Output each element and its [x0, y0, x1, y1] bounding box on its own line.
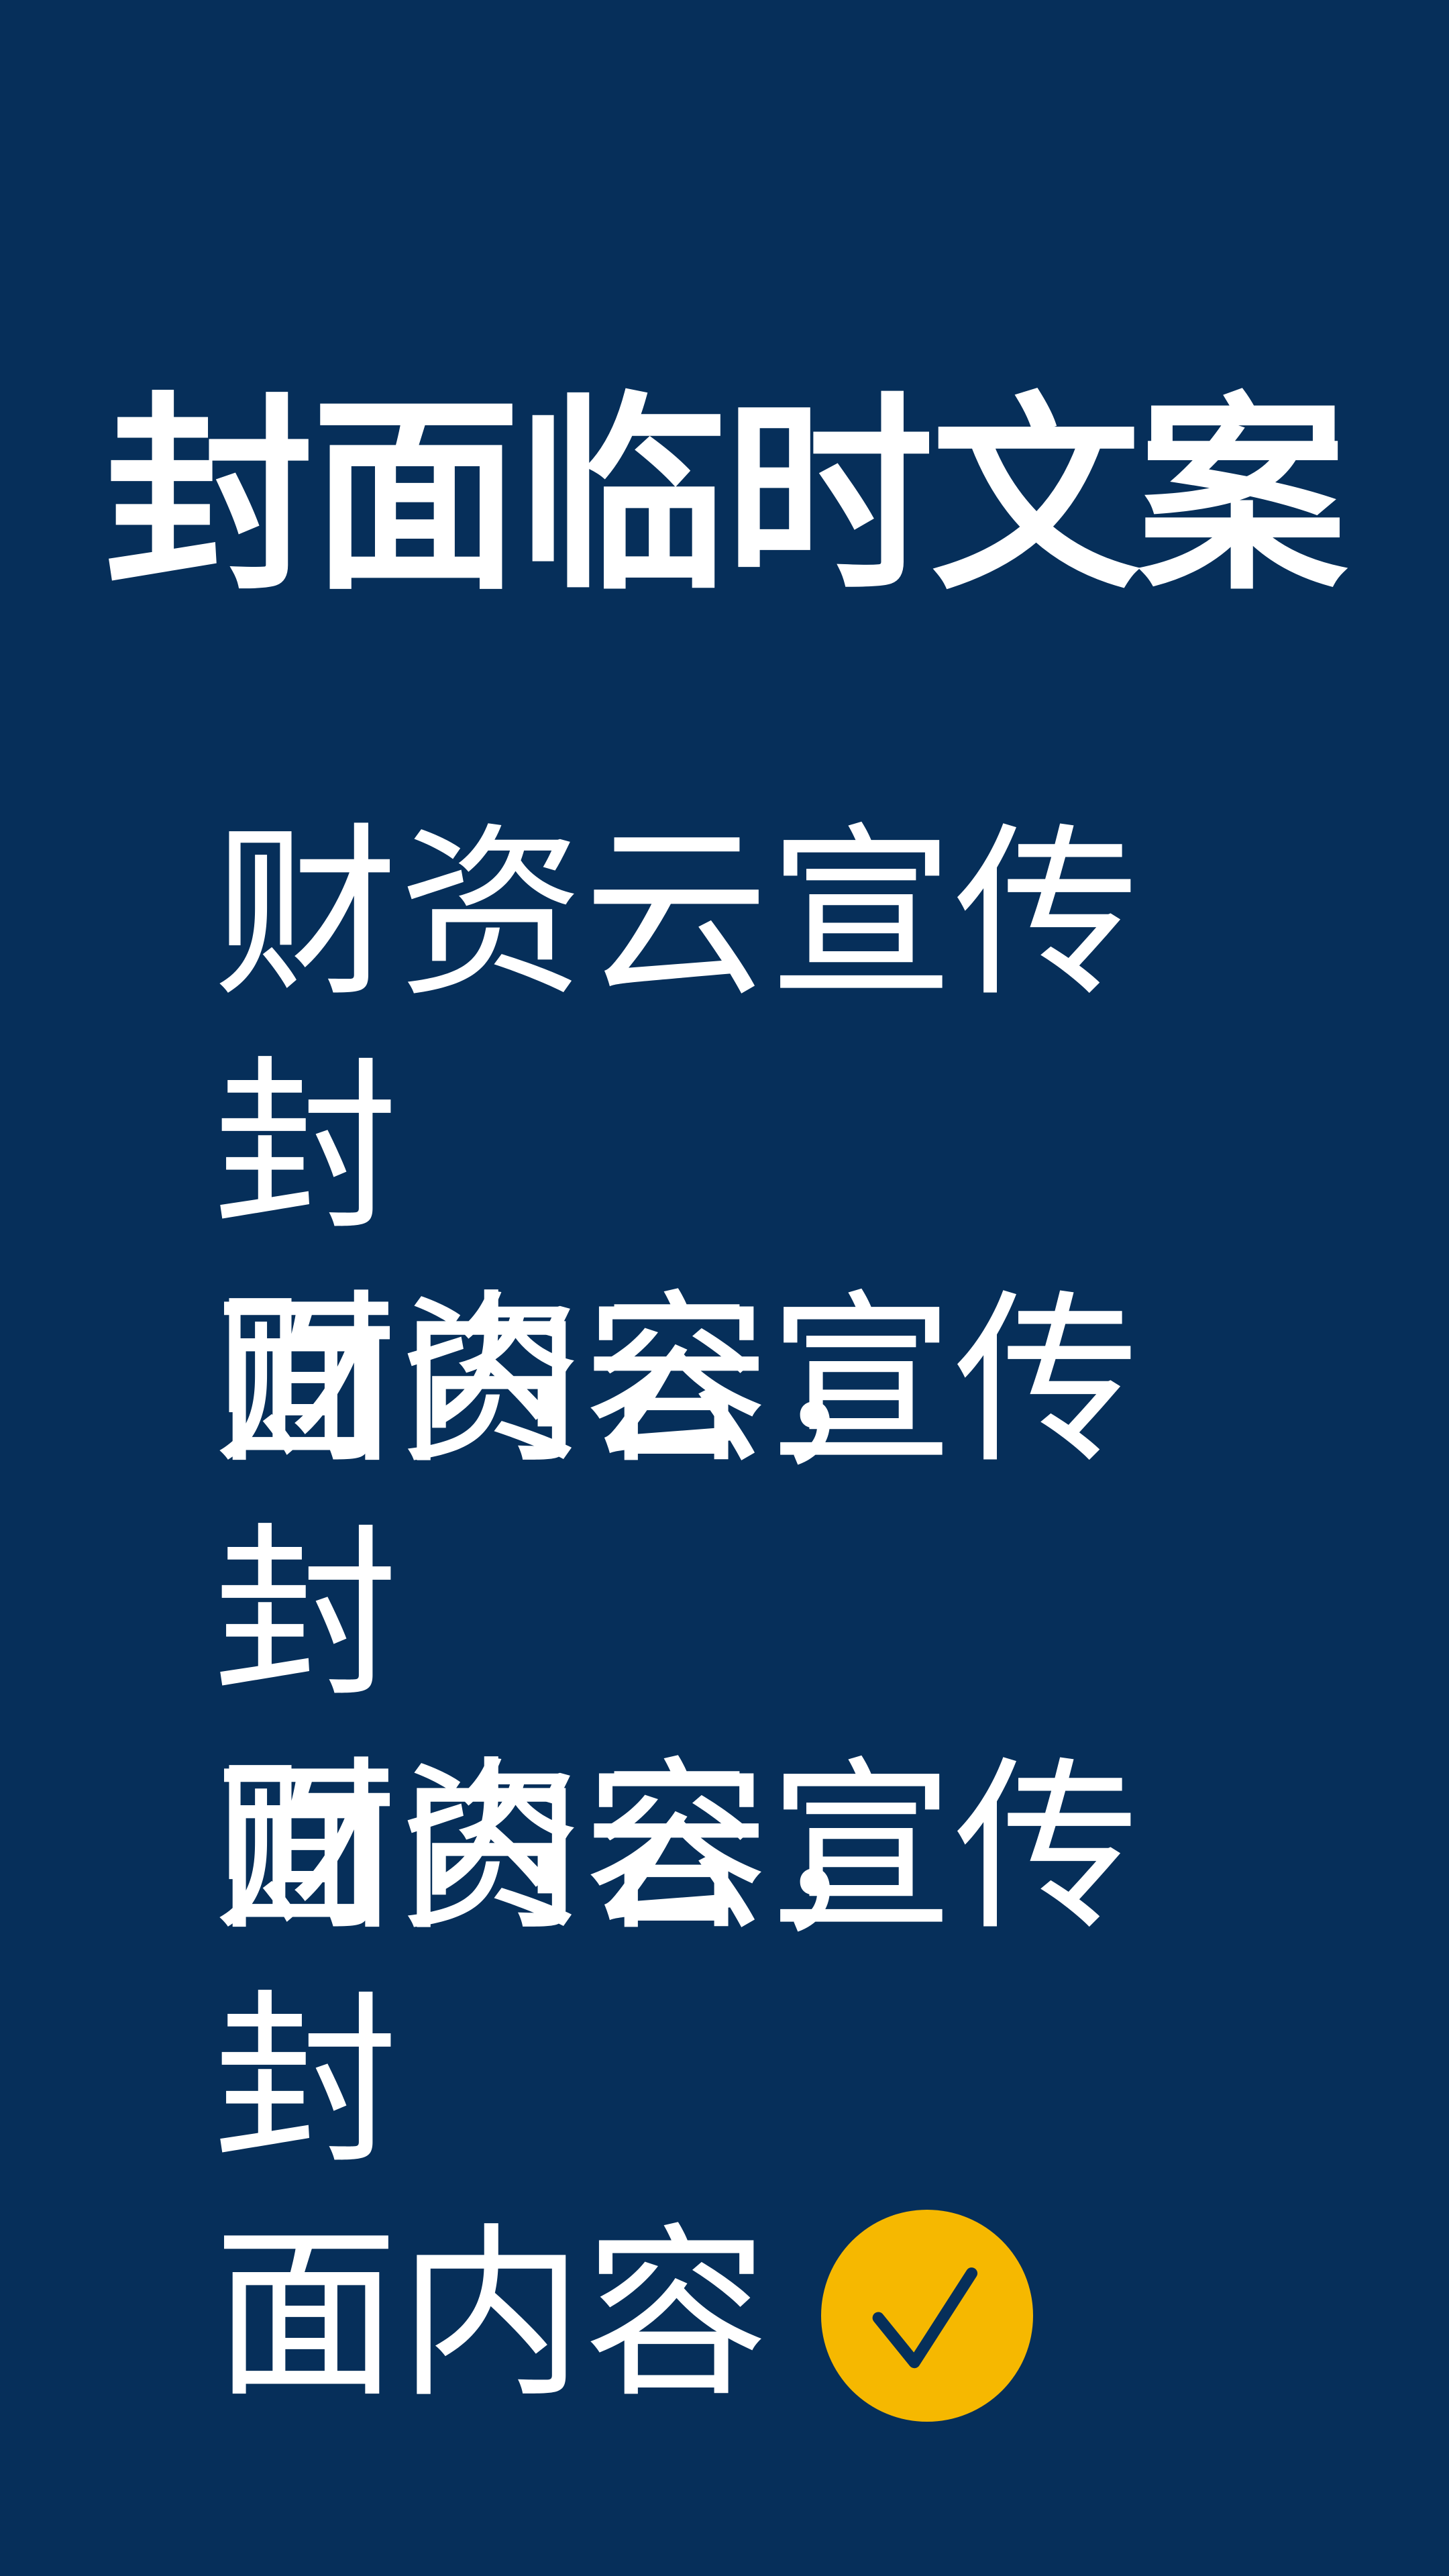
- check-circle-icon: [821, 2210, 1033, 2422]
- cover-body: 财资云宣传封 面内容， 财资云宣传封 面内容， 财资云宣传封 面内容: [213, 798, 1287, 2432]
- cover-title: 封面临时文案: [105, 374, 1347, 619]
- paragraph-3: 财资云宣传封 面内容: [213, 1732, 1287, 2432]
- paragraph-2-line-2: 面内容，: [213, 1741, 954, 1956]
- paragraph-3-line-1: 财资云宣传封: [213, 1741, 1139, 2190]
- paragraph-3-line-2: 面内容: [213, 2208, 769, 2423]
- paragraph-1-line-1: 财资云宣传封: [213, 807, 1139, 1256]
- paragraph-3-row-2: 面内容: [213, 2199, 1287, 2432]
- paragraph-2-line-1: 财资云宣传封: [213, 1274, 1139, 1723]
- paragraph-2: 财资云宣传封 面内容，: [213, 1265, 1287, 1956]
- paragraph-1-line-2: 面内容，: [213, 1274, 954, 1489]
- paragraph-1: 财资云宣传封 面内容，: [213, 798, 1287, 1489]
